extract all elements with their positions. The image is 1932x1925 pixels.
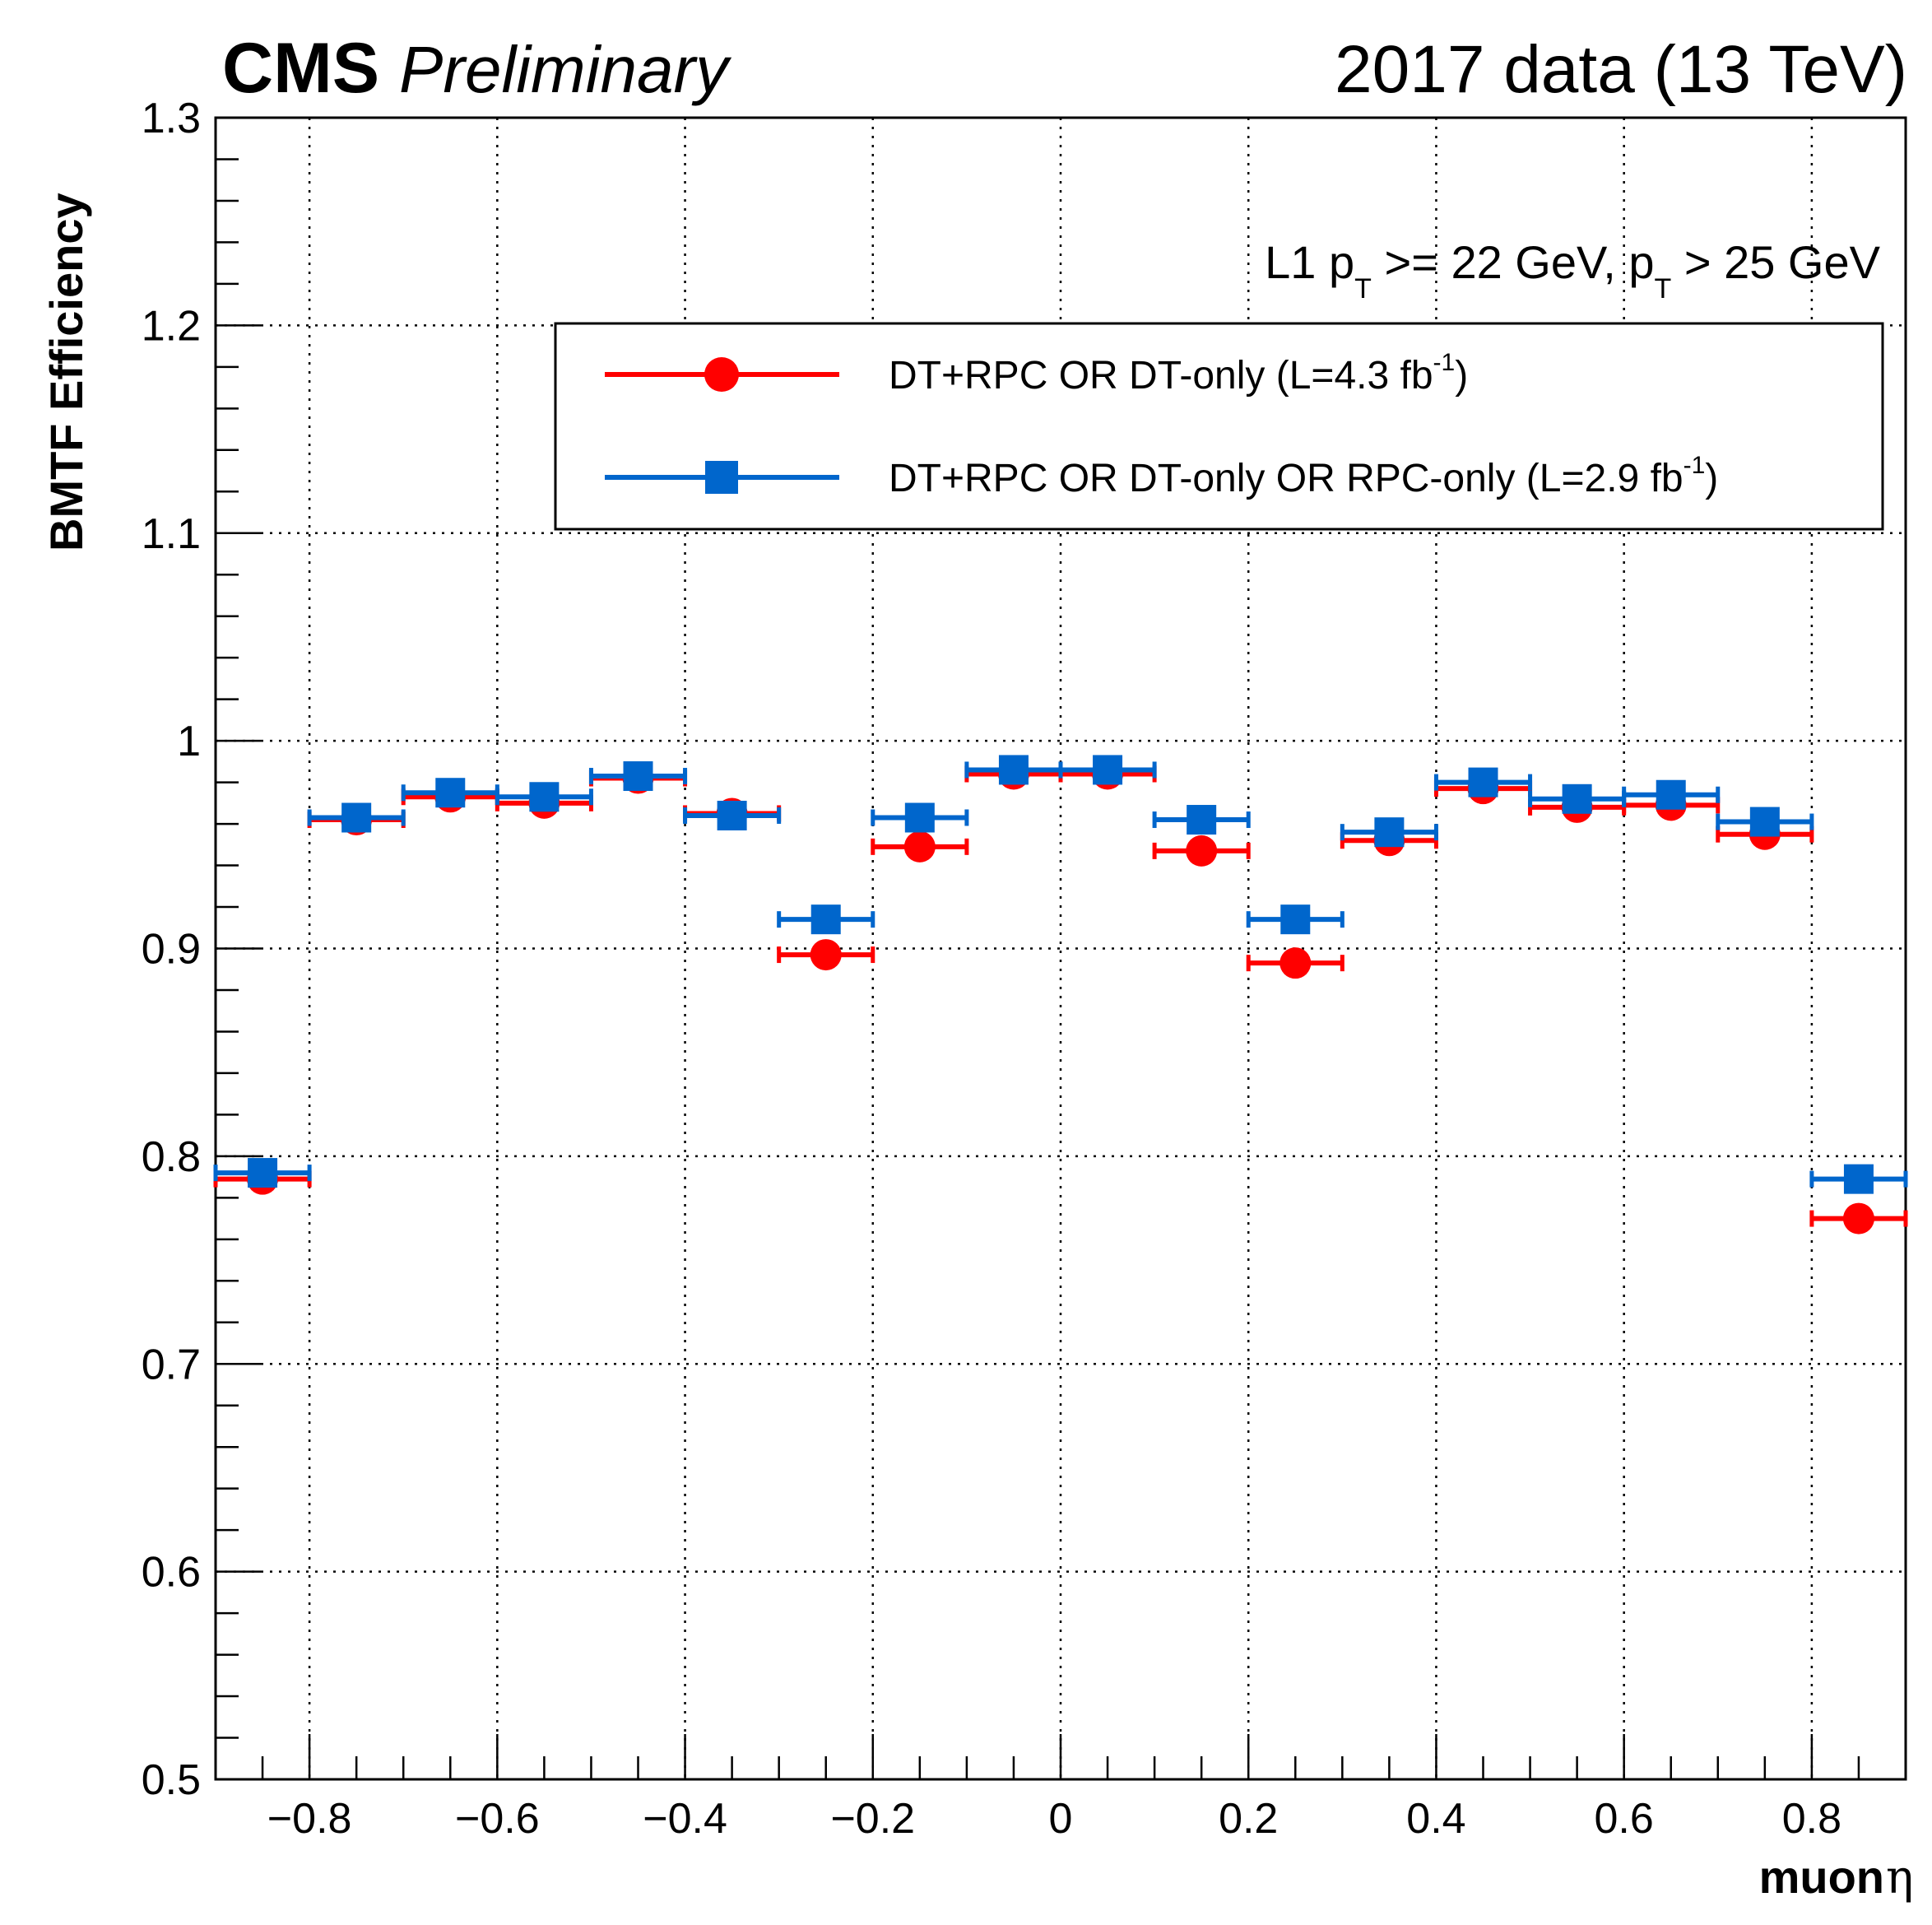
legend-marker-square: [705, 461, 738, 494]
legend-blue-sup: -1: [1684, 452, 1706, 479]
y-tick-label: 1: [177, 718, 201, 765]
y-tick-label: 1.3: [142, 95, 201, 142]
data-point-square: [1562, 783, 1592, 814]
data-point-circle: [810, 939, 842, 971]
cut-sub1: T: [1354, 273, 1372, 305]
data-point-square: [1280, 904, 1311, 935]
data-point-square: [1843, 1164, 1874, 1194]
y-tick-label: 0.6: [142, 1549, 201, 1597]
cut-part3: > 25 GeV: [1671, 236, 1880, 288]
data-point-square: [1468, 767, 1498, 797]
cut-sub2: T: [1654, 273, 1671, 305]
title-cms: CMS: [222, 29, 379, 108]
x-tick-labels: −0.8 −0.6 −0.4 −0.2 0 0.2 0.4 0.6 0.8: [267, 1795, 1841, 1843]
x-tick-label: −0.8: [267, 1795, 352, 1843]
x-tick-label: 0.4: [1406, 1795, 1465, 1843]
x-tick-label: 0: [1049, 1795, 1073, 1843]
data-point-circle: [903, 830, 936, 863]
x-tick-label: −0.4: [643, 1795, 727, 1843]
legend-label-blue: DT+RPC OR DT-only OR RPC-only (L=2.9 fb-…: [889, 452, 1718, 500]
plot-frame: [214, 116, 1907, 1781]
cut-part2: >= 22 GeV, p: [1372, 236, 1655, 288]
grid-lines: [216, 118, 1906, 1779]
data-points: [213, 755, 1908, 1235]
x-tick-label: 0.2: [1219, 1795, 1278, 1843]
y-tick-label: 1.2: [142, 302, 201, 350]
y-axis-label: BMTF Efficiency: [40, 193, 92, 551]
cut-annotation: L1 pT >= 22 GeV, pT > 25 GeV: [1265, 236, 1880, 305]
x-tick-label: 0.6: [1595, 1795, 1654, 1843]
y-tick-label: 0.8: [142, 1133, 201, 1181]
data-point-square: [529, 782, 560, 812]
y-tick-label: 0.5: [142, 1756, 201, 1804]
legend-red-name: DT+RPC OR DT-only (L=4.3 fb: [889, 354, 1433, 398]
x-tick-label: −0.6: [455, 1795, 540, 1843]
x-tick-label: −0.2: [830, 1795, 915, 1843]
data-point-square: [435, 778, 466, 808]
data-point-square: [904, 802, 935, 833]
x-axis-symbol: η: [1886, 1851, 1914, 1904]
data-point-square: [1093, 755, 1123, 785]
legend-blue-end: ): [1705, 457, 1718, 500]
title-dataset: 2017 data (13 TeV): [1335, 32, 1907, 107]
data-point-square: [1374, 817, 1405, 848]
legend-red-end: ): [1455, 354, 1468, 398]
data-point-circle: [1279, 947, 1312, 979]
legend-blue-name: DT+RPC OR DT-only OR RPC-only (L=2.9 fb: [889, 457, 1684, 500]
y-tick-labels: 0.5 0.6 0.7 0.8 0.9 1 1.1 1.2 1.3: [142, 95, 201, 1804]
cut-part1: L1 p: [1265, 236, 1354, 288]
data-point-square: [1656, 779, 1686, 810]
legend-box: [554, 322, 1884, 531]
data-point-square: [248, 1158, 278, 1188]
data-point-square: [623, 761, 653, 792]
series-dt-rpc-or-dt-only-or-rpc-only: [213, 755, 1908, 1194]
data-point-square: [717, 800, 747, 830]
data-point-square: [1187, 805, 1217, 835]
data-point-square: [998, 755, 1029, 785]
data-point-square: [810, 904, 841, 935]
x-axis-label: muon: [1759, 1851, 1884, 1903]
legend-marker-circle: [704, 357, 739, 392]
legend-label-red: DT+RPC OR DT-only (L=4.3 fb-1): [889, 349, 1468, 398]
data-point-square: [341, 802, 372, 833]
y-tick-label: 0.9: [142, 926, 201, 974]
data-point-circle: [1186, 835, 1218, 867]
legend-red-sup: -1: [1433, 349, 1456, 376]
y-tick-label: 0.7: [142, 1341, 201, 1388]
legend: DT+RPC OR DT-only (L=4.3 fb-1) DT+RPC OR…: [554, 322, 1884, 531]
y-tick-label: 1.1: [142, 510, 201, 558]
data-point-circle: [1842, 1202, 1874, 1235]
data-point-square: [1749, 807, 1780, 837]
x-tick-label: 0.8: [1782, 1795, 1841, 1843]
title-preliminary: Preliminary: [399, 33, 732, 106]
